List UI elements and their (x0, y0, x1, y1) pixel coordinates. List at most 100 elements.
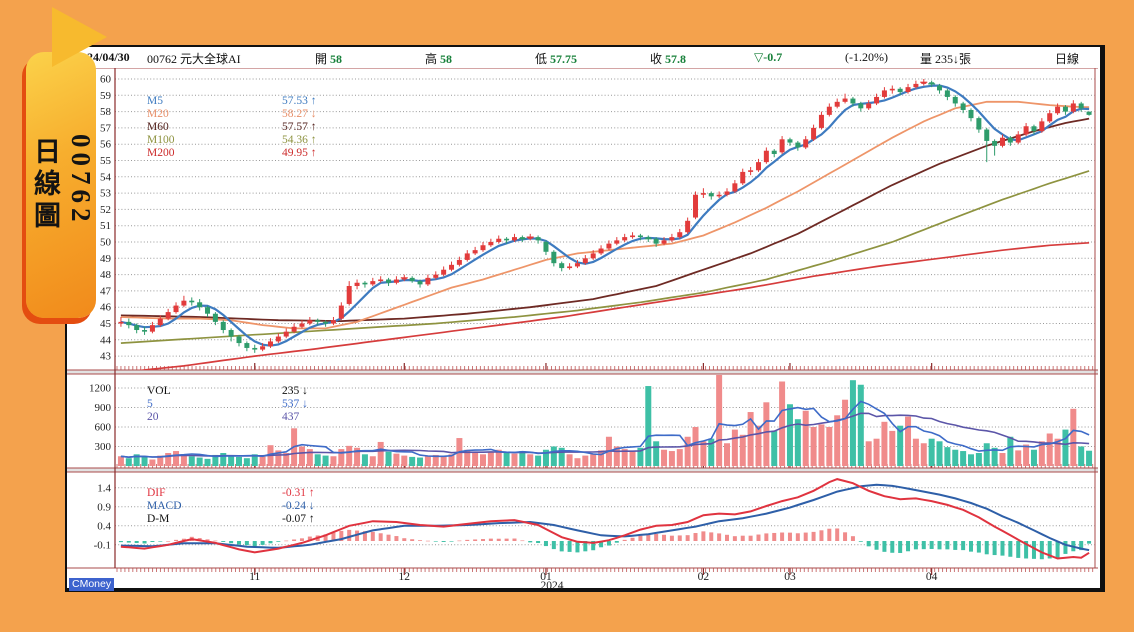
price-legend-name: M20 (147, 108, 169, 120)
ma20-line (120, 100, 1090, 330)
quote-period: 日線 (1055, 52, 1080, 66)
volume-tick-600: 600 (95, 422, 112, 434)
price-legend-name: M100 (147, 134, 175, 146)
price-legend-name: M200 (147, 147, 175, 159)
ma200-line (136, 241, 1090, 370)
price-legend-value: 58.27 ↓ (282, 108, 317, 120)
symbol-tab[interactable]: 00762 日線圖 (26, 52, 96, 318)
symbol-tab-code: 00762 (66, 133, 96, 227)
macd-tick--0.1: -0.1 (94, 539, 111, 551)
price-tick-54: 54 (100, 171, 112, 183)
macd-legend-name: MACD (147, 500, 182, 512)
year-label: 2024 (540, 580, 563, 590)
volume-legend-name: 5 (147, 398, 153, 410)
high-value: 58 (440, 52, 453, 66)
ma100-line (120, 170, 1090, 344)
macd-histogram (118, 528, 1092, 560)
open-label: 開 (315, 52, 328, 66)
price-tick-48: 48 (100, 269, 112, 281)
volume-legend-value: 537 ↓ (282, 398, 308, 410)
macd-legend-value: -0.24 ↓ (282, 500, 315, 512)
high-label: 高 (425, 52, 438, 66)
tab-arrow-icon (52, 7, 107, 67)
price-tick-59: 59 (100, 90, 112, 102)
quote-volume: 量 235↓張 (920, 52, 972, 66)
candlesticks (118, 79, 1092, 353)
price-tick-57: 57 (100, 122, 112, 134)
volume-legend-name: VOL (147, 385, 171, 397)
macd-tick-1.4: 1.4 (97, 482, 111, 494)
macd-legend-name: DIF (147, 487, 166, 499)
quote-change: ▽-0.7 (754, 50, 783, 64)
price-legend-name: M5 (147, 95, 163, 107)
quote-close: 收 57.8 (650, 50, 686, 67)
volume-ma-lines (120, 400, 1090, 459)
month-label-04: 04 (926, 571, 938, 583)
macd-legend-value: -0.07 ↑ (282, 513, 315, 525)
low-value: 57.75 (550, 52, 578, 66)
price-tick-58: 58 (100, 106, 112, 118)
macd-lines (120, 478, 1090, 560)
gridlines (115, 78, 1095, 546)
month-label-12: 12 (399, 571, 411, 583)
quote-symbol: 00762 元大全球AI (147, 52, 241, 66)
cmoney-logo[interactable]: CMoney (69, 578, 115, 591)
chart-canvas[interactable]: 6059585756555453525150494847464544431200… (67, 68, 1098, 590)
volume-legend-value: 437 (282, 411, 300, 423)
price-tick-43: 43 (100, 351, 112, 363)
price-tick-45: 45 (100, 318, 112, 330)
panel-gap (67, 370, 1098, 374)
price-tick-47: 47 (100, 285, 112, 297)
macd-legend-value: -0.31 ↑ (282, 487, 315, 499)
price-tick-56: 56 (100, 139, 112, 151)
quote-change-pct: (-1.20%) (845, 50, 888, 64)
macd-tick-0.4: 0.4 (97, 520, 111, 532)
price-legend-value: 54.36 ↑ (282, 134, 317, 146)
volume-legend-value: 235 ↓ (282, 385, 308, 397)
ma60-line (120, 117, 1090, 323)
volume-tick-1200: 1200 (89, 383, 112, 395)
low-label: 低 (535, 52, 548, 66)
volume-tick-300: 300 (95, 441, 112, 453)
month-label-11: 11 (249, 571, 260, 583)
price-ma-lines (120, 84, 1090, 370)
panel-borders (67, 68, 1098, 569)
volume-legend-name: 20 (147, 411, 159, 423)
price-legend-value: 57.53 ↑ (282, 95, 317, 107)
price-tick-50: 50 (100, 237, 112, 249)
symbol-tab-text: 00762 日線圖 (26, 52, 96, 318)
volume-tick-900: 900 (95, 402, 112, 414)
price-tick-44: 44 (100, 334, 112, 346)
macd-legend-name: D-M (147, 513, 170, 525)
month-label-03: 03 (784, 571, 796, 583)
month-label-01: 01 (540, 571, 552, 583)
price-tick-55: 55 (100, 155, 112, 167)
month-label-02: 02 (698, 571, 710, 583)
quote-high: 高 58 (425, 50, 452, 67)
dif-line (120, 478, 1090, 560)
ma5-line (120, 84, 1090, 347)
quote-low: 低 57.75 (535, 50, 577, 67)
quote-open: 開 58 (315, 50, 342, 67)
price-tick-49: 49 (100, 253, 112, 265)
price-tick-46: 46 (100, 302, 112, 314)
open-value: 58 (330, 52, 343, 66)
close-label: 收 (650, 52, 663, 66)
macd-tick-0.9: 0.9 (97, 501, 111, 513)
price-legend-name: M60 (147, 121, 169, 133)
price-tick-60: 60 (100, 74, 112, 86)
close-value: 57.8 (665, 52, 687, 66)
price-legend-value: 57.57 ↑ (282, 121, 317, 133)
symbol-tab-name: 日線圖 (30, 137, 60, 233)
volume-ma20-line (120, 412, 1090, 459)
price-legend-value: 49.95 ↑ (282, 147, 317, 159)
price-tick-52: 52 (100, 204, 111, 216)
chart-window: 2024/04/30 00762 元大全球AI 開 58 高 58 低 57.7… (65, 45, 1105, 592)
panel-gap (67, 468, 1098, 472)
quote-header: 2024/04/30 00762 元大全球AI 開 58 高 58 低 57.7… (67, 47, 1100, 68)
price-tick-51: 51 (100, 220, 111, 232)
axis-labels: 60 59 58 57 56 55 54 53 52 51 50 49 48 47 46 45 44 43 1200… (89, 74, 112, 552)
volume-ma5-line (120, 400, 1090, 459)
